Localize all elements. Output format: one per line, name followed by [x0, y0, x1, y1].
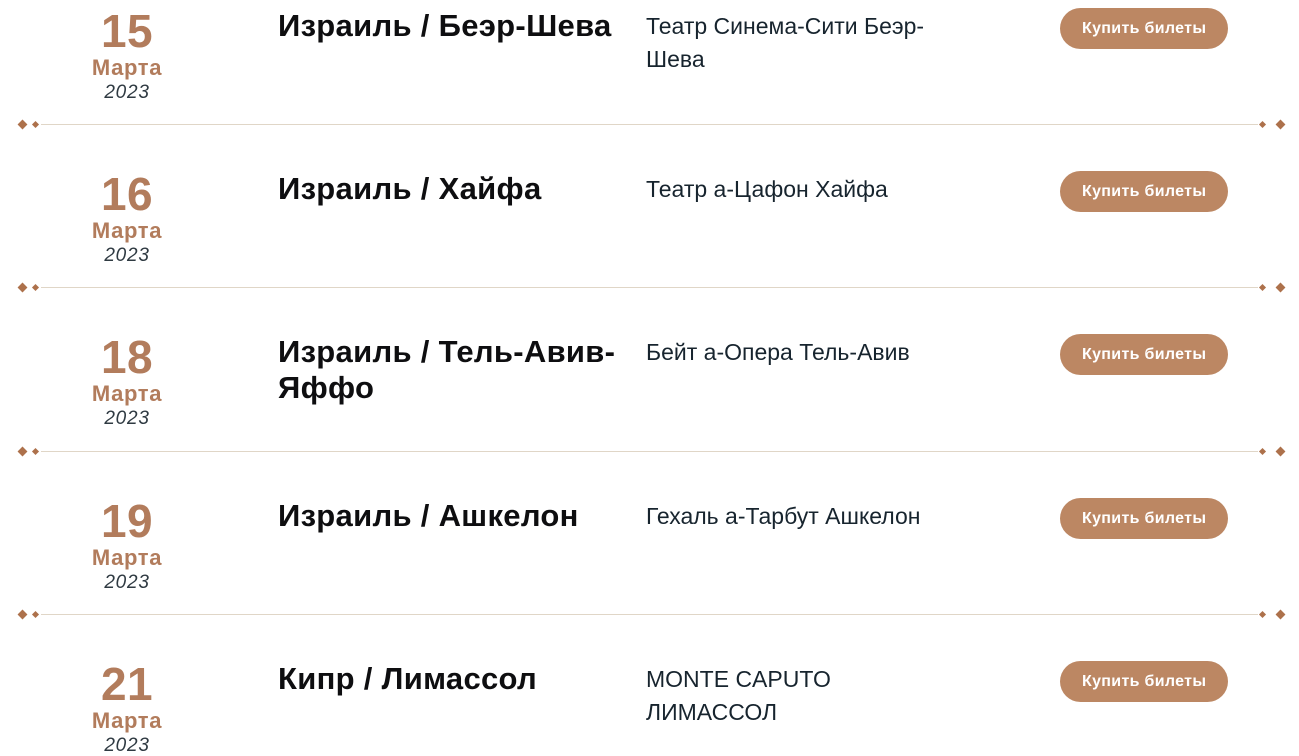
event-day: 19	[100, 495, 154, 547]
event-date: 16 Марта 2023	[0, 171, 254, 265]
buy-tickets-button[interactable]: Купить билеты	[1060, 171, 1229, 212]
event-venue: Театр Синема-Сити Беэр- Шева	[646, 13, 925, 73]
event-venue: Театр а-Цафон Хайфа	[646, 176, 888, 202]
buy-tickets-button[interactable]: Купить билеты	[1060, 8, 1229, 49]
event-venue: MONTE CAPUTO ЛИМАССОЛ	[646, 666, 831, 726]
separator-line	[41, 613, 1258, 615]
event-month: Марта	[91, 218, 163, 243]
buy-tickets-button[interactable]: Купить билеты	[1060, 334, 1229, 375]
event-month: Марта	[91, 381, 163, 406]
event-row: 19 Марта 2023 Израиль / Ашкелон Гехаль а…	[0, 451, 1299, 614]
buy-tickets-cell: Купить билеты	[1060, 334, 1229, 375]
event-year: 2023	[104, 408, 150, 429]
event-day: 18	[100, 331, 154, 383]
event-venue: Гехаль а-Тарбут Ашкелон	[646, 503, 921, 529]
event-day: 21	[100, 658, 154, 710]
separator-line	[41, 450, 1258, 452]
event-month: Марта	[91, 708, 163, 733]
event-date: 21 Марта 2023	[0, 661, 254, 755]
event-month: Марта	[91, 545, 163, 570]
separator-line	[41, 123, 1258, 125]
event-location: Израиль / Тель-Авив- Яффо	[278, 334, 616, 405]
event-location: Израиль / Ашкелон	[278, 498, 579, 533]
event-date: 19 Марта 2023	[0, 498, 254, 592]
event-row: 18 Марта 2023 Израиль / Тель-Авив- Яффо …	[0, 287, 1299, 451]
event-row: 15 Марта 2023 Израиль / Беэр-Шева Театр …	[0, 0, 1299, 124]
event-row: 21 Марта 2023 Кипр / Лимассол MONTE CAPU…	[0, 614, 1299, 755]
event-location: Израиль / Беэр-Шева	[278, 8, 612, 43]
event-location: Кипр / Лимассол	[278, 661, 538, 696]
buy-tickets-cell: Купить билеты	[1060, 498, 1229, 539]
buy-tickets-button[interactable]: Купить билеты	[1060, 498, 1229, 539]
buy-tickets-button[interactable]: Купить билеты	[1060, 661, 1229, 702]
event-year: 2023	[104, 82, 150, 103]
event-location: Израиль / Хайфа	[278, 171, 542, 206]
event-year: 2023	[104, 572, 150, 593]
event-day: 15	[100, 5, 154, 57]
event-year: 2023	[104, 245, 150, 266]
event-venue: Бейт а-Опера Тель-Авив	[646, 339, 910, 365]
separator-line	[41, 286, 1258, 288]
event-year: 2023	[104, 735, 150, 756]
buy-tickets-cell: Купить билеты	[1060, 8, 1229, 49]
event-date: 15 Марта 2023	[0, 8, 254, 102]
event-date: 18 Марта 2023	[0, 334, 254, 428]
buy-tickets-cell: Купить билеты	[1060, 171, 1229, 212]
event-row: 16 Марта 2023 Израиль / Хайфа Театр а-Ца…	[0, 124, 1299, 287]
event-day: 16	[100, 168, 154, 220]
event-month: Марта	[91, 55, 163, 80]
buy-tickets-cell: Купить билеты	[1060, 661, 1229, 702]
